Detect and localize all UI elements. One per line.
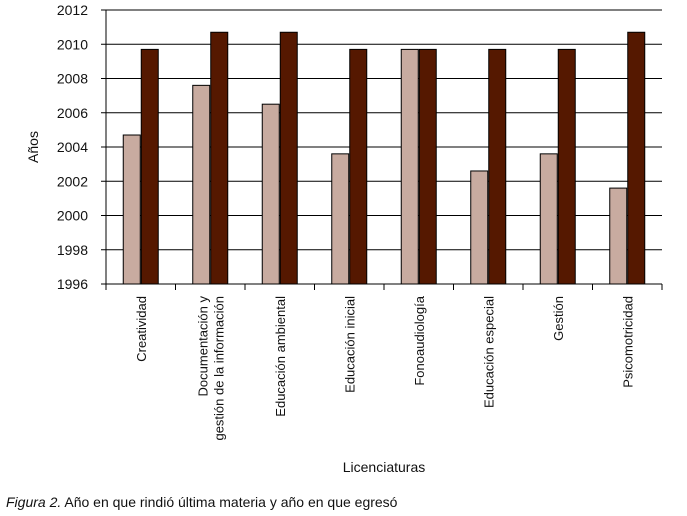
y-tick-label: 2010 [57, 36, 88, 52]
bars [122, 31, 646, 285]
bar [400, 48, 419, 285]
y-axis-title: Años [25, 131, 41, 163]
y-tick-labels: 1996 1998 2000 2002 2004 2006 2008 2010 2012 [57, 2, 88, 292]
category-label: Documentación y [195, 296, 210, 397]
figure-number: Figura 2. [6, 494, 62, 510]
bar [192, 84, 211, 285]
bar [418, 48, 437, 285]
category-label: Educación ambiental [273, 296, 288, 417]
category-label: Educación especial [481, 296, 496, 408]
bar [609, 187, 628, 285]
bar [279, 31, 298, 285]
bar-chart: 1996 1998 2000 2002 2004 2006 2008 2010 2012 Cre… [25, 2, 663, 475]
category-label: Gestión [551, 296, 566, 341]
category-label: Fonoaudiología [412, 295, 427, 385]
bar [349, 48, 368, 285]
y-tick-label: 2004 [57, 139, 88, 155]
bar [140, 48, 159, 285]
category-label: gestión de la información [211, 296, 226, 441]
category-label: Psicomotricidad [620, 296, 635, 388]
bar [210, 31, 229, 285]
bar [627, 31, 646, 285]
y-tick-label: 2002 [57, 173, 88, 189]
y-tick-label: 2006 [57, 105, 88, 121]
category-labels: Creatividad Documentación y gestión de la … [134, 295, 636, 440]
bar [261, 103, 280, 285]
y-tick-label: 2000 [57, 208, 88, 224]
y-tick-label: 1996 [57, 276, 88, 292]
y-tick-label: 2012 [57, 2, 88, 18]
caption-text: Año en que rindió última materia y año e… [61, 494, 398, 510]
bar [122, 134, 141, 285]
bar [557, 48, 576, 285]
gridlines [106, 9, 662, 251]
category-label: Educación inicial [342, 296, 357, 393]
figure-caption: Figura 2. Año en que rindió última mater… [6, 494, 397, 510]
bar [539, 153, 558, 285]
axes [101, 9, 663, 290]
bar [488, 48, 507, 285]
x-axis-title: Licenciaturas [343, 459, 426, 475]
category-label: Creatividad [134, 296, 149, 362]
y-tick-label: 1998 [57, 242, 88, 258]
y-tick-label: 2008 [57, 71, 88, 87]
bar [470, 170, 489, 285]
bar [331, 153, 350, 285]
